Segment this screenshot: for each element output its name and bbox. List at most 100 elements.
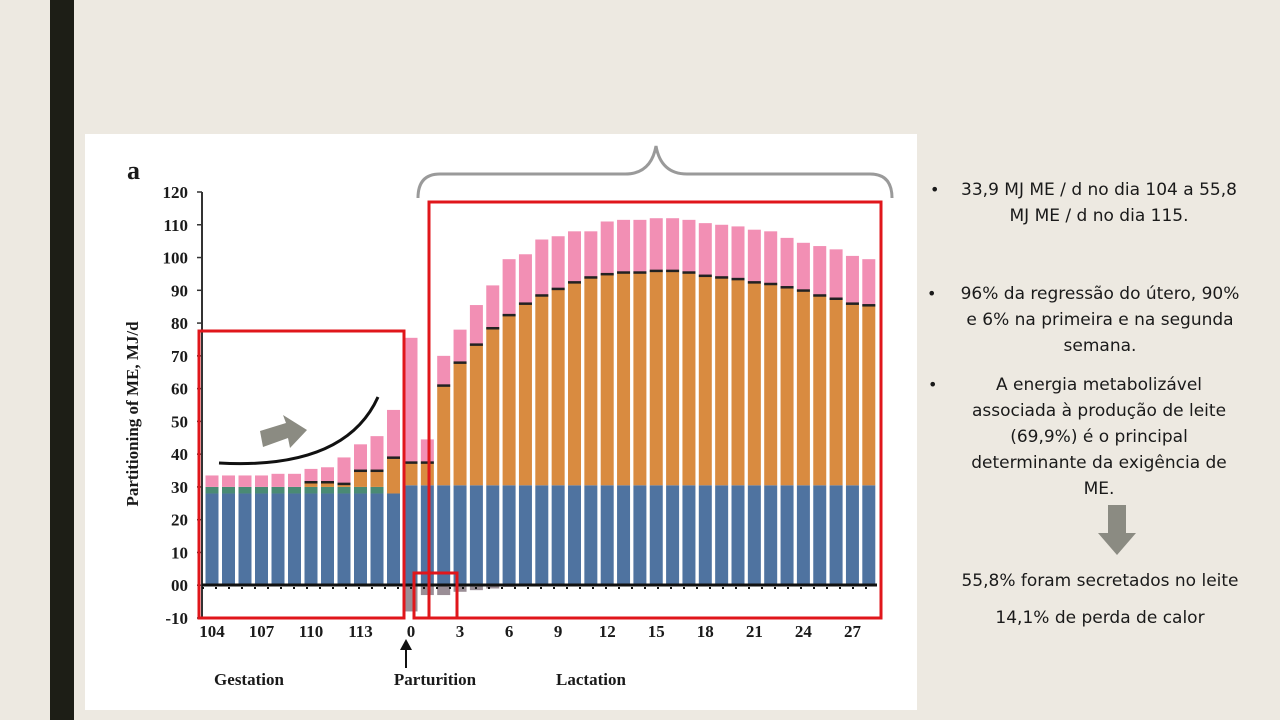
bar-segment-maintenance [222,493,235,586]
y-tick-label: 100 [163,249,189,268]
bar-segment-maintenance [617,485,631,586]
bar-segment-negative [453,585,467,592]
bar-divider [813,294,827,297]
x-tick-label: 104 [199,622,225,641]
bar-segment-pink [666,218,680,271]
bar-segment-maintenance [518,485,532,586]
bar-segment-pink [387,409,400,458]
bar-segment-pink [337,457,351,484]
bullet-text: 33,9 MJ ME / d no dia 104 a 55,8 MJ ME /… [961,180,1237,226]
bar-segment-pink [682,219,696,273]
bar-segment-pink [584,231,598,278]
bar-segment-orange [682,272,696,486]
x-tick-label: 12 [599,622,616,641]
bar-segment-pink [502,259,516,315]
y-tick-label: 80 [171,314,188,333]
bar-segment-negative [404,585,418,612]
x-tick-label: 113 [348,622,373,641]
bar-segment-pink [255,475,268,487]
bar-segment-orange [469,344,483,486]
bar-segment-maintenance [633,485,647,586]
bar-segment-orange [600,273,614,486]
curly-brace-icon [416,145,894,199]
bar-segment-maintenance [370,493,384,586]
bar-segment-pink [845,255,859,304]
bar-divider [469,343,483,346]
bar-segment-orange [354,470,367,487]
bar-segment-pink [437,355,451,386]
bar-divider [551,287,565,291]
bar-segment-maintenance [666,485,680,586]
conclusion-heat-loss: 14,1% de perda de calor [995,608,1205,628]
bar-divider [420,461,434,464]
parturition-arrow-icon [400,639,412,650]
bar-segment-maintenance [682,485,696,586]
bar-segment-maintenance [420,485,434,586]
bar-divider [437,384,451,387]
bar-segment-maintenance [337,493,351,586]
y-tick-label: 120 [163,183,189,202]
bar-segment-green [205,486,219,494]
bar-segment-orange [535,295,549,486]
bar-segment-maintenance [568,485,581,586]
bar-segment-pink [617,219,631,273]
bullet-text: A energia metabolizável associada à prod… [971,375,1227,499]
y-tick-label: 40 [171,445,188,464]
bar-segment-orange [698,275,712,486]
bar-segment-green [354,486,367,494]
bar-segment-pink [486,285,500,328]
y-tick-label: 60 [171,380,188,399]
bar-segment-pink [568,231,581,283]
bar-segment-green [255,486,268,494]
bar-segment-orange [747,282,761,486]
y-tick-label: 30 [171,478,188,497]
bar-divider [502,313,516,317]
bar-segment-pink [698,223,712,276]
x-tick-label: 18 [697,622,714,641]
bar-segment-maintenance [715,485,729,586]
bar-segment-maintenance [205,493,219,586]
bar-segment-maintenance [288,493,301,586]
bar-segment-pink [813,246,827,296]
right-arrow-icon [260,415,307,448]
bar-segment-pink [796,242,810,291]
bar-segment-orange [666,270,680,486]
bar-segment-pink [551,236,565,289]
x-tick-label: 6 [505,622,513,641]
bar-divider [535,294,549,297]
bar-segment-orange [502,314,516,486]
bar-divider [780,286,794,289]
x-tick-label: 3 [456,622,465,641]
bar-segment-pink [600,221,614,274]
bar-segment-maintenance [354,493,367,586]
bar-segment-orange [337,483,351,487]
bar-segment-green [288,486,301,494]
bar-segment-pink [404,337,418,463]
bar-segment-pink [238,475,252,487]
bar-divider [845,302,859,305]
x-tick-label: 27 [844,622,862,641]
bar-segment-orange [649,270,663,486]
bar-segment-negative [486,585,500,589]
bar-segment-orange [617,272,631,486]
y-tick-label: 20 [171,511,188,530]
x-tick-label: 24 [795,622,813,641]
bar-segment-pink [747,229,761,283]
bar-segment-orange [551,288,565,486]
bar-segment-orange [404,462,418,486]
bar-segment-pink [649,218,663,271]
parturition-highlight-box [412,571,459,620]
bar-segment-green [321,486,334,494]
bar-segment-maintenance [486,485,500,586]
bar-segment-orange [304,482,318,487]
bar-segment-orange [796,290,810,486]
down-arrow-icon [1098,505,1136,555]
bar-divider [568,281,581,284]
bar-segment-maintenance [453,485,467,586]
bullet-item: • 96% da regressão do útero, 90% e 6% na… [927,281,1245,359]
bullet-item: • A energia metabolizável associada à pr… [928,372,1242,502]
bar-segment-maintenance [862,485,876,586]
bar-divider [404,461,418,464]
bar-segment-pink [535,239,549,296]
bullet-item: • 33,9 MJ ME / d no dia 104 a 55,8 MJ ME… [930,177,1240,229]
